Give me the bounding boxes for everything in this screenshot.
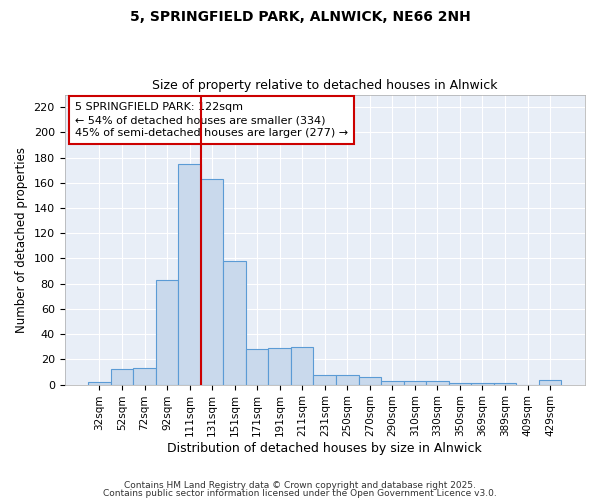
Text: 5 SPRINGFIELD PARK: 122sqm
← 54% of detached houses are smaller (334)
45% of sem: 5 SPRINGFIELD PARK: 122sqm ← 54% of deta… [75, 102, 348, 138]
Bar [133, 368, 156, 384]
Bar [88, 382, 111, 384]
Title: Size of property relative to detached houses in Alnwick: Size of property relative to detached ho… [152, 79, 497, 92]
Bar [404, 381, 426, 384]
Bar [291, 347, 313, 385]
Bar [156, 280, 178, 384]
Bar [313, 374, 336, 384]
Bar [426, 381, 449, 384]
Y-axis label: Number of detached properties: Number of detached properties [15, 146, 28, 332]
Bar [539, 380, 562, 384]
Bar [111, 370, 133, 384]
Bar [381, 381, 404, 384]
Text: 5, SPRINGFIELD PARK, ALNWICK, NE66 2NH: 5, SPRINGFIELD PARK, ALNWICK, NE66 2NH [130, 10, 470, 24]
Bar [201, 179, 223, 384]
Bar [359, 377, 381, 384]
Bar [178, 164, 201, 384]
Bar [336, 374, 359, 384]
Text: Contains HM Land Registry data © Crown copyright and database right 2025.: Contains HM Land Registry data © Crown c… [124, 481, 476, 490]
Bar [223, 261, 246, 384]
Text: Contains public sector information licensed under the Open Government Licence v3: Contains public sector information licen… [103, 488, 497, 498]
X-axis label: Distribution of detached houses by size in Alnwick: Distribution of detached houses by size … [167, 442, 482, 455]
Bar [246, 350, 268, 384]
Bar [268, 348, 291, 385]
